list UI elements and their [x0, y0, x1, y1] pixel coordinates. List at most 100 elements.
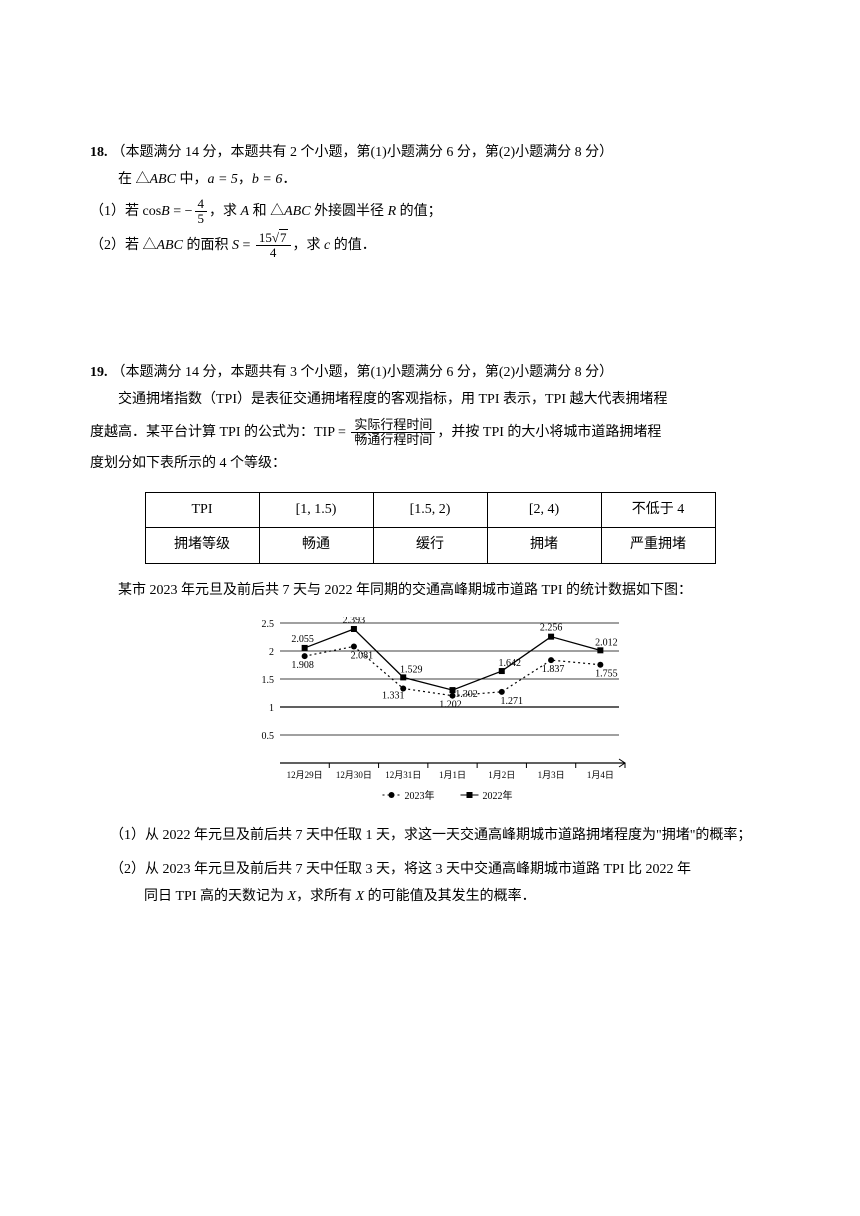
svg-text:2.012: 2.012	[595, 637, 618, 648]
q18-header-text: （本题满分 14 分，本题共有 2 个小题，第(1)小题满分 6 分，第(2)小…	[112, 140, 614, 167]
table-row: 拥堵等级 畅通 缓行 拥堵 严重拥堵	[145, 528, 715, 564]
q19-part2a: （2）从 2023 年元旦及前后共 7 天中任取 3 天，将这 3 天中交通高峰…	[90, 857, 770, 884]
q19-number: 19.	[90, 360, 108, 387]
svg-text:1.302: 1.302	[455, 689, 478, 700]
p2-pre: （2）若 △	[90, 238, 157, 253]
svg-text:1.908: 1.908	[291, 660, 314, 671]
svg-text:1月3日: 1月3日	[538, 770, 565, 780]
a-eq: a = 5	[207, 172, 237, 187]
svg-text:2.393: 2.393	[343, 617, 366, 626]
q19-part2b: 同日 TPI 高的天数记为 X，求所有 X 的可能值及其发生的概率．	[90, 884, 770, 911]
q18-part2: （2）若 △ABC 的面积 S = 1574，求 c 的值．	[90, 231, 770, 261]
cell: 严重拥堵	[601, 528, 715, 564]
q19-header-text: （本题满分 14 分，本题共有 3 个小题，第(1)小题满分 6 分，第(2)小…	[112, 360, 614, 387]
svg-text:2.256: 2.256	[540, 622, 563, 633]
svg-text:1月1日: 1月1日	[439, 770, 466, 780]
p1-eq: =	[170, 204, 185, 219]
p2-S: S	[232, 238, 239, 253]
q18-header: 18. （本题满分 14 分，本题共有 2 个小题，第(1)小题满分 6 分，第…	[90, 140, 770, 167]
sqrt7: 7	[272, 231, 288, 245]
p1-end: 的值；	[396, 204, 442, 219]
p2b-mid: ，求所有	[296, 889, 356, 904]
fden: 畅通行程时间	[351, 433, 435, 447]
svg-text:12月29日: 12月29日	[287, 770, 323, 780]
svg-text:1月2日: 1月2日	[488, 770, 515, 780]
p1-A: A	[241, 204, 250, 219]
sep1: ，	[238, 172, 252, 187]
svg-text:1.837: 1.837	[542, 664, 565, 675]
neg: −	[185, 204, 193, 219]
cell: [2, 4)	[487, 492, 601, 528]
tpi-chart: 0.5 1 1.5 2 2.5 12月29日 12月30日 12月31日 1月1日 1月2日 1月3…	[230, 617, 630, 807]
svg-text:1.271: 1.271	[501, 695, 524, 706]
cell: 拥堵等级	[145, 528, 259, 564]
svg-text:2022年: 2022年	[483, 789, 513, 802]
X1: X	[288, 889, 297, 904]
p1-pre: （1）若 cos	[90, 204, 161, 219]
p1-and: 和 △	[249, 204, 284, 219]
cell: 拥堵	[487, 528, 601, 564]
svg-text:1.331: 1.331	[382, 690, 405, 701]
cell: 缓行	[373, 528, 487, 564]
svg-text:1.755: 1.755	[595, 668, 618, 679]
svg-text:1.529: 1.529	[400, 664, 423, 675]
tpi-formula: 实际行程时间畅通行程时间	[351, 418, 435, 448]
p2a: 度越高．某平台计算 TPI 的公式为：	[90, 425, 314, 440]
frac-15r7-4: 1574	[256, 231, 291, 261]
svg-text:2.5: 2.5	[262, 619, 275, 630]
rad7: 7	[279, 229, 288, 245]
q19-header: 19. （本题满分 14 分，本题共有 3 个小题，第(1)小题满分 6 分，第…	[90, 360, 770, 387]
cell: TPI	[145, 492, 259, 528]
svg-text:2: 2	[269, 647, 274, 658]
p2-mid: 的面积	[183, 238, 232, 253]
svg-text:2.081: 2.081	[351, 650, 374, 661]
abc2: ABC	[284, 204, 310, 219]
p1-aft: 外接圆半径	[311, 204, 388, 219]
svg-text:1.642: 1.642	[499, 658, 522, 669]
svg-text:2023年: 2023年	[405, 789, 435, 802]
den: 5	[195, 212, 208, 226]
p2b-pre: 同日 TPI 高的天数记为	[144, 889, 288, 904]
cell: [1.5, 2)	[373, 492, 487, 528]
chart-svg: 0.5 1 1.5 2 2.5 12月29日 12月30日 12月31日 1月1日 1月2日 1月3…	[230, 617, 630, 807]
fnum: 实际行程时间	[351, 418, 435, 433]
frac-4-5: 45	[195, 197, 208, 227]
q18-part1: （1）若 cosB = −45，求 A 和 △ABC 外接圆半径 R 的值；	[90, 197, 770, 227]
chart-caption: 某市 2023 年元旦及前后共 7 天与 2022 年同期的交通高峰期城市道路 …	[90, 578, 770, 605]
b-eq: b = 6	[252, 172, 282, 187]
q18-stem: 在 △ABC 中，a = 5，b = 6．	[90, 167, 770, 194]
cell: [1, 1.5)	[259, 492, 373, 528]
X2: X	[356, 889, 365, 904]
q18-number: 18.	[90, 140, 108, 167]
svg-text:12月30日: 12月30日	[336, 770, 372, 780]
triangle-abc: ABC	[150, 172, 176, 187]
svg-text:0.5: 0.5	[262, 731, 275, 742]
p1-R: R	[388, 204, 397, 219]
p2-eq: =	[239, 238, 254, 253]
q19-para2: 度越高．某平台计算 TPI 的公式为：TIP = 实际行程时间畅通行程时间，并按…	[90, 418, 770, 448]
p2-aft: ，求	[293, 238, 325, 253]
p1-B: B	[161, 204, 170, 219]
p2-end: 的值．	[330, 238, 376, 253]
q19-para1: 交通拥堵指数（TPI）是表征交通拥堵程度的客观指标，用 TPI 表示，TPI 越…	[90, 387, 770, 414]
svg-text:1月4日: 1月4日	[587, 770, 614, 780]
stem-prefix: 在 △	[118, 172, 150, 187]
q19-para3: 度划分如下表所示的 4 个等级：	[90, 451, 770, 478]
svg-text:12月31日: 12月31日	[385, 770, 421, 780]
period: ．	[282, 172, 296, 187]
p2b-end: 的可能值及其发生的概率．	[364, 889, 536, 904]
svg-text:1.5: 1.5	[262, 675, 275, 686]
problem-18: 18. （本题满分 14 分，本题共有 2 个小题，第(1)小题满分 6 分，第…	[90, 140, 770, 260]
svg-text:2.055: 2.055	[291, 633, 314, 644]
n15: 15	[259, 230, 272, 245]
svg-text:1: 1	[269, 703, 274, 714]
cell: 不低于 4	[601, 492, 715, 528]
num2: 15 7	[256, 231, 291, 246]
q19-part1: （1）从 2022 年元旦及前后共 7 天中任取 1 天，求这一天交通高峰期城市…	[90, 823, 770, 850]
den4: 4	[256, 246, 291, 260]
p1-mid: ，求	[209, 204, 241, 219]
tpi-table: TPI [1, 1.5) [1.5, 2) [2, 4) 不低于 4 拥堵等级 …	[145, 492, 716, 564]
table-row: TPI [1, 1.5) [1.5, 2) [2, 4) 不低于 4	[145, 492, 715, 528]
p2b: ，并按 TPI 的大小将城市道路拥堵程	[437, 425, 661, 440]
num: 4	[195, 197, 208, 212]
